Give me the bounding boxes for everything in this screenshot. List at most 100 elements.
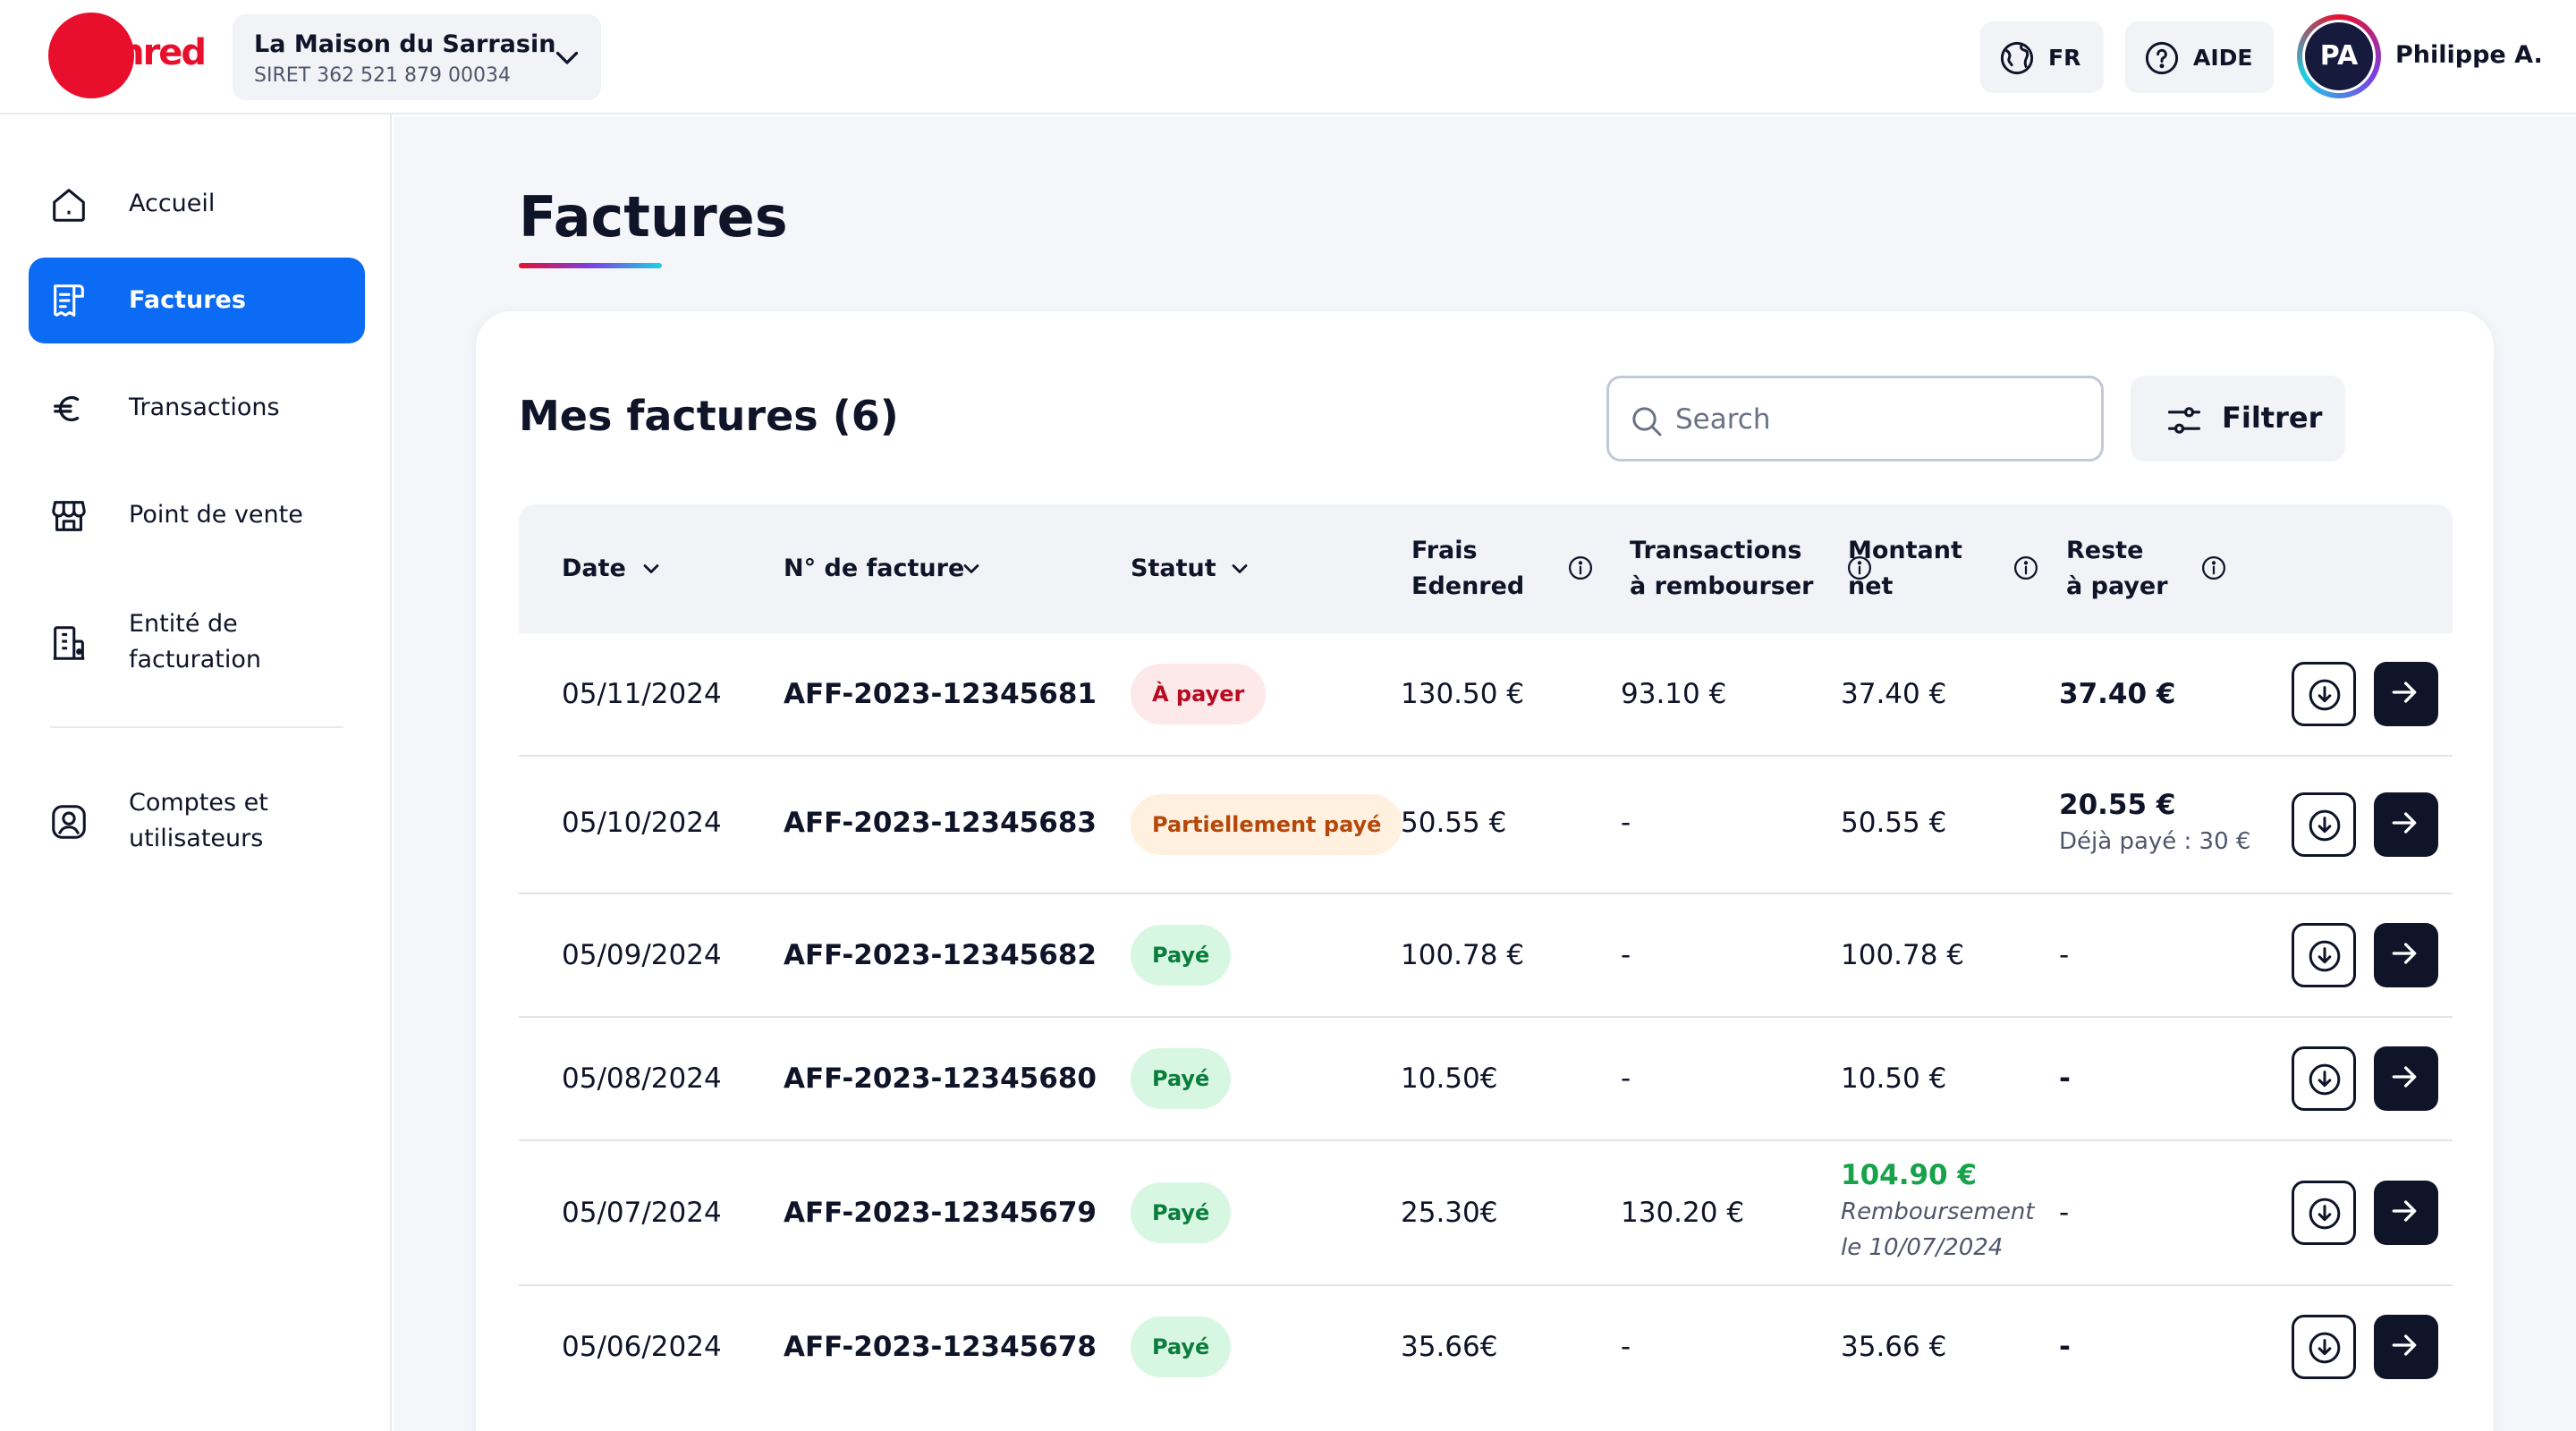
sidebar-item-transactions[interactable]: Transactions: [29, 365, 365, 451]
cell-remaining: -: [2059, 939, 2070, 971]
open-invoice-button[interactable]: [2374, 1315, 2438, 1379]
cell-transactions: -: [1621, 939, 1631, 971]
building-icon: [53, 626, 85, 660]
search-box[interactable]: [1606, 376, 2104, 461]
chevron-down-icon[interactable]: [639, 556, 664, 581]
open-invoice-button[interactable]: [2374, 923, 2438, 987]
info-icon[interactable]: [1846, 555, 1873, 581]
user-avatar[interactable]: PA: [2297, 14, 2381, 98]
filter-button[interactable]: Filtrer: [2131, 376, 2345, 461]
cell-invoice-number: AFF-2023-12345683: [784, 807, 1097, 839]
column-header-status[interactable]: Statut: [1131, 555, 1216, 582]
column-header-tx-line1: Transactions: [1630, 537, 1802, 564]
cell-net-amount: 10.50 €: [1841, 1063, 1947, 1095]
arrow-right-icon: [2392, 1200, 2417, 1222]
logo-circle: [48, 13, 134, 98]
info-icon[interactable]: [1567, 555, 1594, 581]
status-badge: Payé: [1131, 1317, 1232, 1377]
table-row[interactable]: 05/09/2024 AFF-2023-12345682 Payé 100.78…: [519, 894, 2453, 1018]
column-header-tx-line2: à rembourser: [1630, 572, 1814, 600]
language-button[interactable]: FR: [1980, 21, 2104, 93]
download-button[interactable]: [2292, 923, 2356, 987]
avatar-ring: PA: [2302, 20, 2376, 93]
company-name: La Maison du Sarrasin: [254, 30, 556, 58]
cell-invoice-number: AFF-2023-12345682: [784, 939, 1097, 971]
sidebar-item-accueil[interactable]: Accueil: [29, 161, 365, 247]
edenred-logo[interactable]: Edenred: [48, 13, 207, 102]
cell-fees: 100.78 €: [1401, 939, 1525, 971]
sidebar-item-factures[interactable]: Factures: [29, 258, 365, 343]
download-button[interactable]: [2292, 792, 2356, 857]
cell-date: 05/06/2024: [562, 1331, 722, 1363]
column-header-fees-line1: Frais: [1411, 537, 1478, 564]
download-icon: [2309, 809, 2341, 842]
cell-invoice-number: AFF-2023-12345678: [784, 1331, 1097, 1363]
sidebar-item-label-line2: utilisateurs: [129, 825, 264, 852]
cell-invoice-number: AFF-2023-12345680: [784, 1063, 1097, 1095]
cell-fees: 130.50 €: [1401, 678, 1525, 710]
cell-remaining: -: [2059, 1197, 2070, 1229]
open-invoice-button[interactable]: [2374, 1181, 2438, 1245]
company-selector[interactable]: La Maison du Sarrasin SIRET 362 521 879 …: [233, 14, 601, 100]
info-icon[interactable]: [2012, 555, 2039, 581]
table-row[interactable]: 05/10/2024 AFF-2023-12345683 Partielleme…: [519, 757, 2453, 894]
status-badge: À payer: [1131, 664, 1267, 724]
cell-transactions: -: [1621, 1063, 1631, 1095]
download-button[interactable]: [2292, 1315, 2356, 1379]
info-icon[interactable]: [2200, 555, 2227, 581]
arrow-right-icon: [2392, 1334, 2417, 1356]
search-input[interactable]: [1675, 398, 2087, 441]
column-header-number[interactable]: N° de facture: [784, 555, 965, 582]
table-row[interactable]: 05/07/2024 AFF-2023-12345679 Payé 25.30€…: [519, 1141, 2453, 1286]
status-badge: Payé: [1131, 1182, 1232, 1243]
filter-label: Filtrer: [2222, 401, 2323, 435]
cell-fees: 50.55 €: [1401, 807, 1507, 839]
sidebar-item-comptes[interactable]: Comptes et utilisateurs: [29, 767, 365, 875]
globe-icon: [2000, 41, 2034, 75]
arrow-right-icon: [2392, 1066, 2417, 1088]
sidebar-item-label-line1: Comptes et: [129, 789, 268, 817]
cell-date: 05/11/2024: [562, 678, 722, 710]
language-label: FR: [2048, 45, 2081, 71]
status-badge: Payé: [1131, 1048, 1232, 1109]
download-icon: [2309, 940, 2341, 972]
table-row[interactable]: 05/06/2024 AFF-2023-12345678 Payé 35.66€…: [519, 1286, 2453, 1411]
cell-net-amount: 37.40 €: [1841, 678, 1947, 710]
cell-net-amount: 50.55 €: [1841, 807, 1947, 839]
table-row[interactable]: 05/08/2024 AFF-2023-12345680 Payé 10.50€…: [519, 1018, 2453, 1141]
download-button[interactable]: [2292, 1046, 2356, 1111]
chevron-down-icon[interactable]: [959, 556, 984, 581]
chevron-down-icon[interactable]: [1227, 556, 1252, 581]
logo-text: Edenred: [50, 32, 207, 73]
sidebar-item-point-de-vente[interactable]: Point de vente: [29, 472, 365, 558]
download-button[interactable]: [2292, 662, 2356, 726]
column-header-date[interactable]: Date: [562, 555, 626, 582]
download-icon: [2309, 679, 2341, 711]
sidebar-item-label: Point de vente: [129, 501, 303, 529]
download-button[interactable]: [2292, 1181, 2356, 1245]
top-header: Edenred La Maison du Sarrasin SIRET 362 …: [0, 0, 2576, 114]
sidebar-item-label-line1: Entité de: [129, 610, 238, 638]
search-icon: [1632, 407, 1662, 436]
arrow-right-icon: [2392, 682, 2417, 703]
sidebar-item-label: Accueil: [129, 190, 216, 217]
invoices-card: Mes factures (6) Filtrer Date N° de fact…: [476, 311, 2494, 1431]
user-account-icon: [52, 805, 86, 839]
cell-date: 05/07/2024: [562, 1197, 722, 1229]
cell-transactions: -: [1621, 1331, 1631, 1363]
avatar-initials: PA: [2305, 22, 2373, 90]
column-header-net-line2: net: [1848, 572, 1894, 600]
chevron-down-icon: [555, 51, 579, 64]
cell-remaining: -: [2059, 1331, 2071, 1363]
card-title: Mes factures (6): [519, 392, 899, 440]
open-invoice-button[interactable]: [2374, 662, 2438, 726]
open-invoice-button[interactable]: [2374, 1046, 2438, 1111]
user-name[interactable]: Philippe A.: [2395, 41, 2543, 69]
help-button[interactable]: AIDE: [2125, 21, 2274, 93]
sidebar-item-entite[interactable]: Entité de facturation: [29, 588, 365, 696]
table-row[interactable]: 05/11/2024 AFF-2023-12345681 À payer 130…: [519, 633, 2453, 757]
cell-remaining: 20.55 €: [2059, 789, 2176, 821]
download-icon: [2309, 1063, 2341, 1096]
cell-fees: 35.66€: [1401, 1331, 1498, 1363]
open-invoice-button[interactable]: [2374, 792, 2438, 857]
